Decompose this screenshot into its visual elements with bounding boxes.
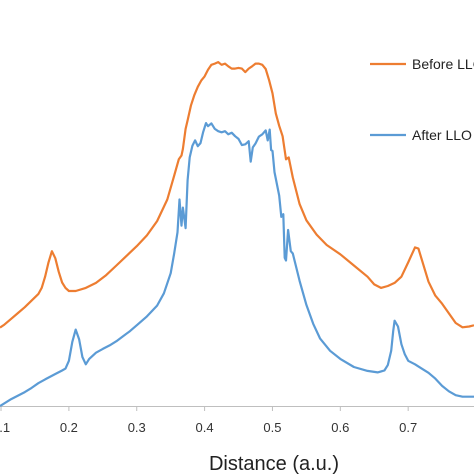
legend-label-before-llo: Before LLO [412, 56, 474, 72]
x-axis-title: Distance (a.u.) [209, 453, 339, 474]
series-lines [0, 60, 474, 407]
x-tick-label: 0.6 [331, 420, 349, 435]
x-axis-ticks [0, 406, 409, 411]
x-tick-label: 0.3 [128, 420, 146, 435]
x-tick-label: 0.7 [399, 420, 417, 435]
series-line-before-llo [0, 60, 474, 329]
x-axis-tick-labels: 0.1 0.2 0.3 0.4 0.5 0.6 0.7 [0, 420, 417, 435]
x-tick-label: 0.5 [263, 420, 281, 435]
x-tick-label: 0.2 [60, 420, 78, 435]
x-tick-label: 0.1 [0, 420, 10, 435]
series-line-after-llo [0, 121, 474, 407]
x-tick-label: 0.4 [196, 420, 214, 435]
legend-label-after-llo: After LLO [412, 127, 472, 143]
legend: Before LLO After LLO [370, 56, 474, 143]
